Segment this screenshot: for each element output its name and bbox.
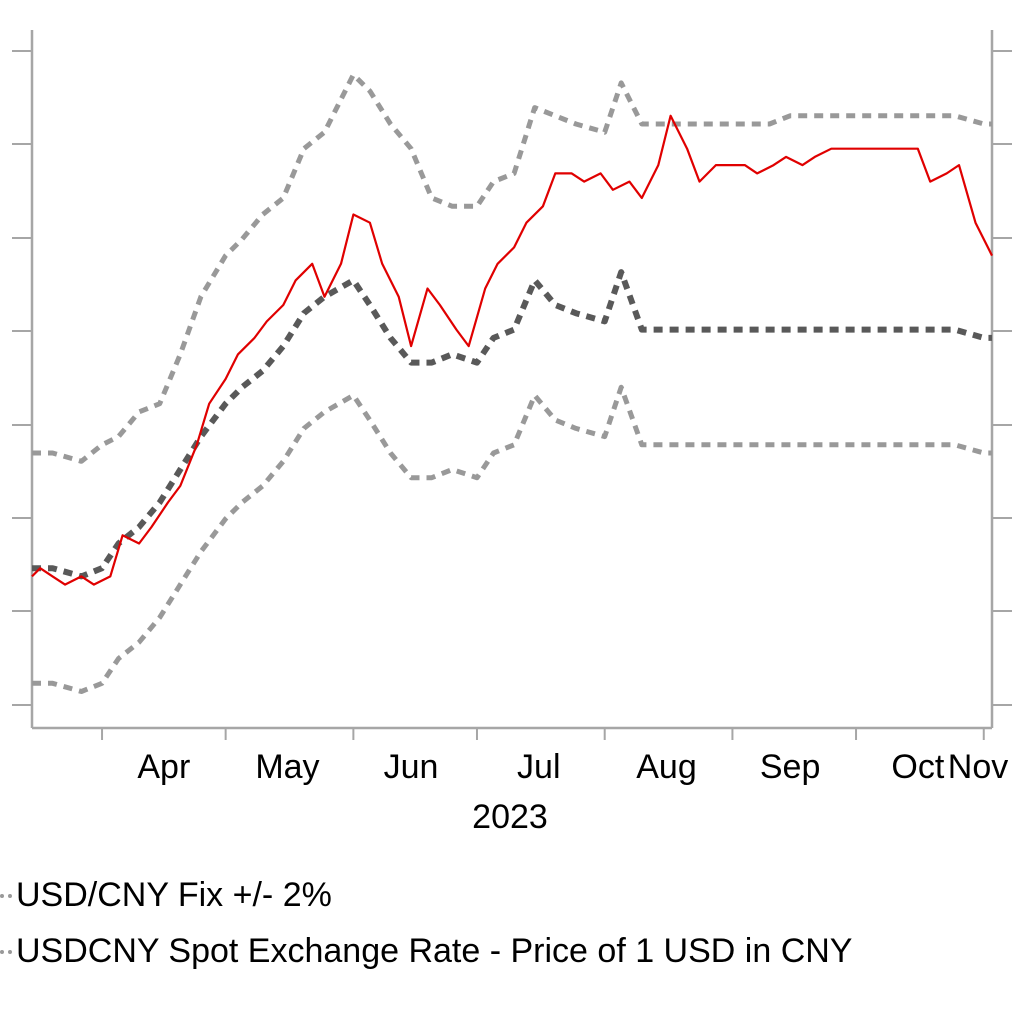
series-line-upper-band [32,72,992,464]
chart-axes [12,30,1012,740]
x-tick-label: Apr [137,748,190,786]
x-tick-label: Aug [636,748,697,786]
x-tick-label: May [255,748,319,786]
legend-label: USDCNY Spot Exchange Rate - Price of 1 U… [16,932,853,970]
x-tick-label: Jun [384,748,439,786]
x-tick-label: Sep [760,748,821,786]
legend-swatch [0,949,12,954]
legend-label: USD/CNY Fix +/- 2% [16,876,332,914]
series-layer [31,72,993,694]
year-label: 2023 [472,798,548,836]
x-tick-label: Nov [948,748,1008,786]
x-tick-label: Oct [891,748,944,786]
series-line-midpoint-fix [32,269,992,580]
legend-item-fix-band: USD/CNY Fix +/- 2% [0,876,332,915]
legend-swatch [0,893,12,898]
series-line-lower-band [32,384,992,694]
x-tick-label: Jul [517,748,560,786]
legend-item-spot: USDCNY Spot Exchange Rate - Price of 1 U… [0,932,853,971]
series-line-spot [31,114,993,586]
x-axis-tick-labels: Apr May Jun Jul Aug Sep Oct Nov [137,748,1008,786]
